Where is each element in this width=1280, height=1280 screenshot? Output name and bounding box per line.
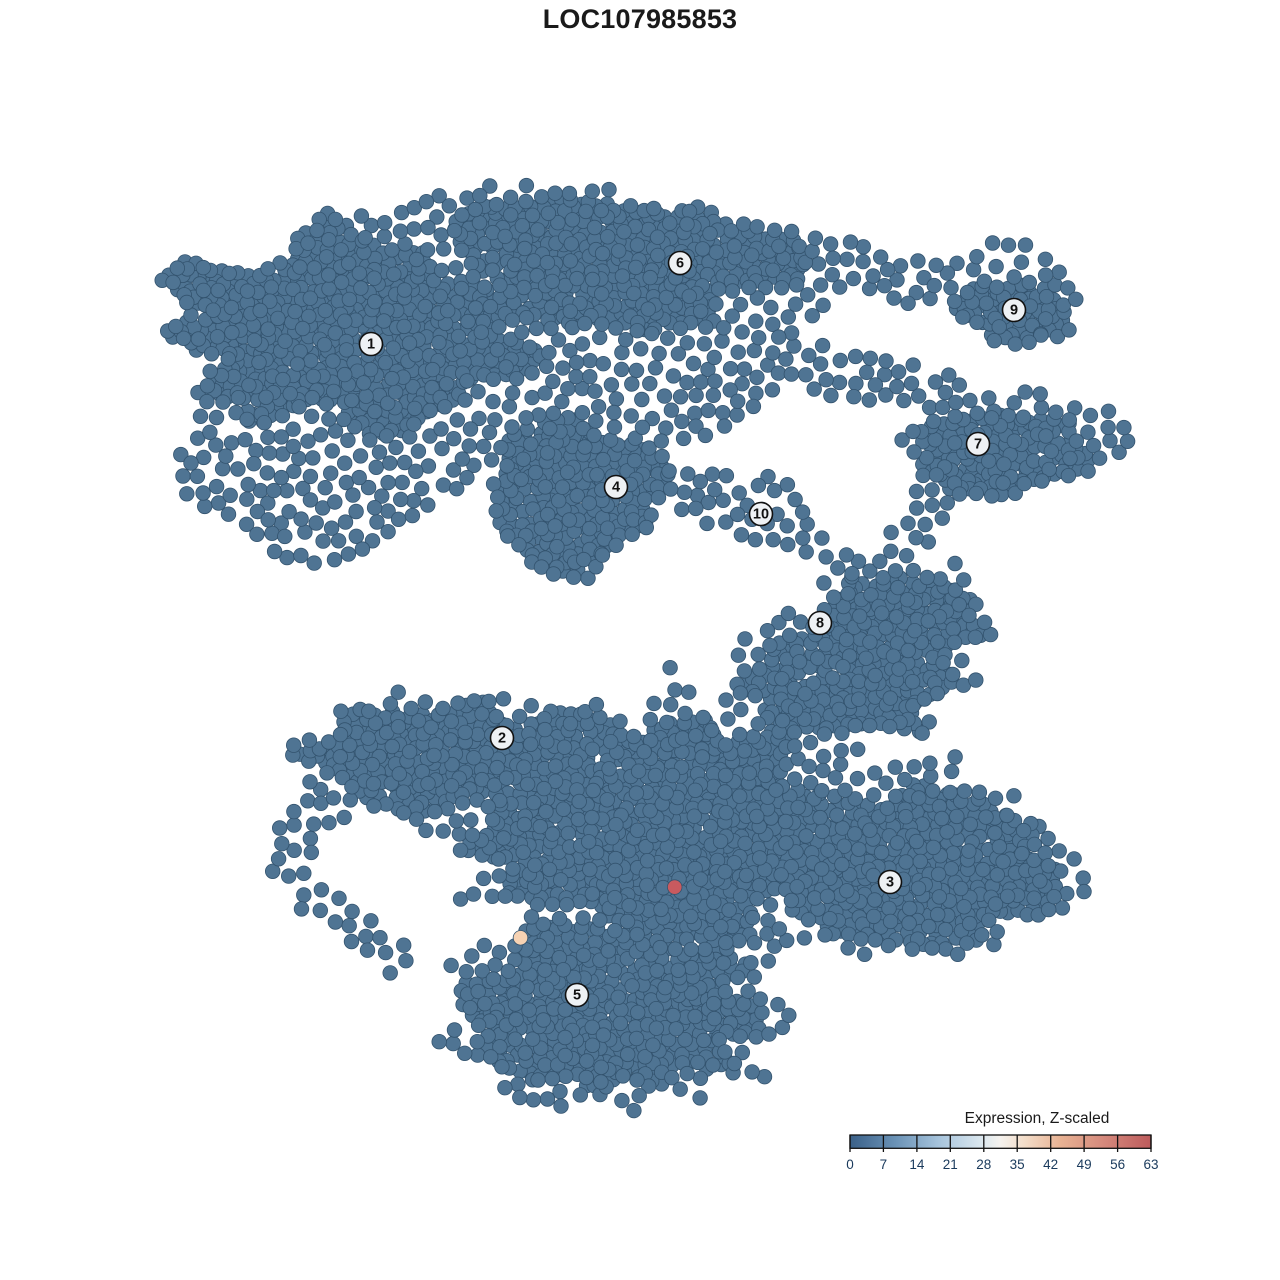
svg-text:28: 28	[976, 1157, 991, 1172]
svg-text:49: 49	[1077, 1157, 1092, 1172]
svg-text:1: 1	[367, 337, 375, 353]
svg-text:9: 9	[1010, 303, 1018, 319]
svg-text:5: 5	[573, 988, 581, 1004]
svg-text:56: 56	[1110, 1157, 1125, 1172]
svg-text:14: 14	[909, 1157, 925, 1172]
svg-text:8: 8	[816, 616, 824, 632]
svg-text:21: 21	[943, 1157, 958, 1172]
svg-text:7: 7	[880, 1157, 888, 1172]
svg-text:35: 35	[1010, 1157, 1025, 1172]
svg-text:3: 3	[886, 875, 894, 891]
svg-text:0: 0	[846, 1157, 854, 1172]
svg-text:10: 10	[753, 507, 769, 523]
svg-text:2: 2	[498, 731, 506, 747]
svg-text:63: 63	[1143, 1157, 1158, 1172]
svg-text:7: 7	[974, 437, 982, 453]
svg-text:42: 42	[1043, 1157, 1058, 1172]
svg-text:6: 6	[676, 256, 684, 272]
svg-text:4: 4	[612, 480, 620, 496]
svg-text:Expression, Z-scaled: Expression, Z-scaled	[965, 1110, 1110, 1127]
